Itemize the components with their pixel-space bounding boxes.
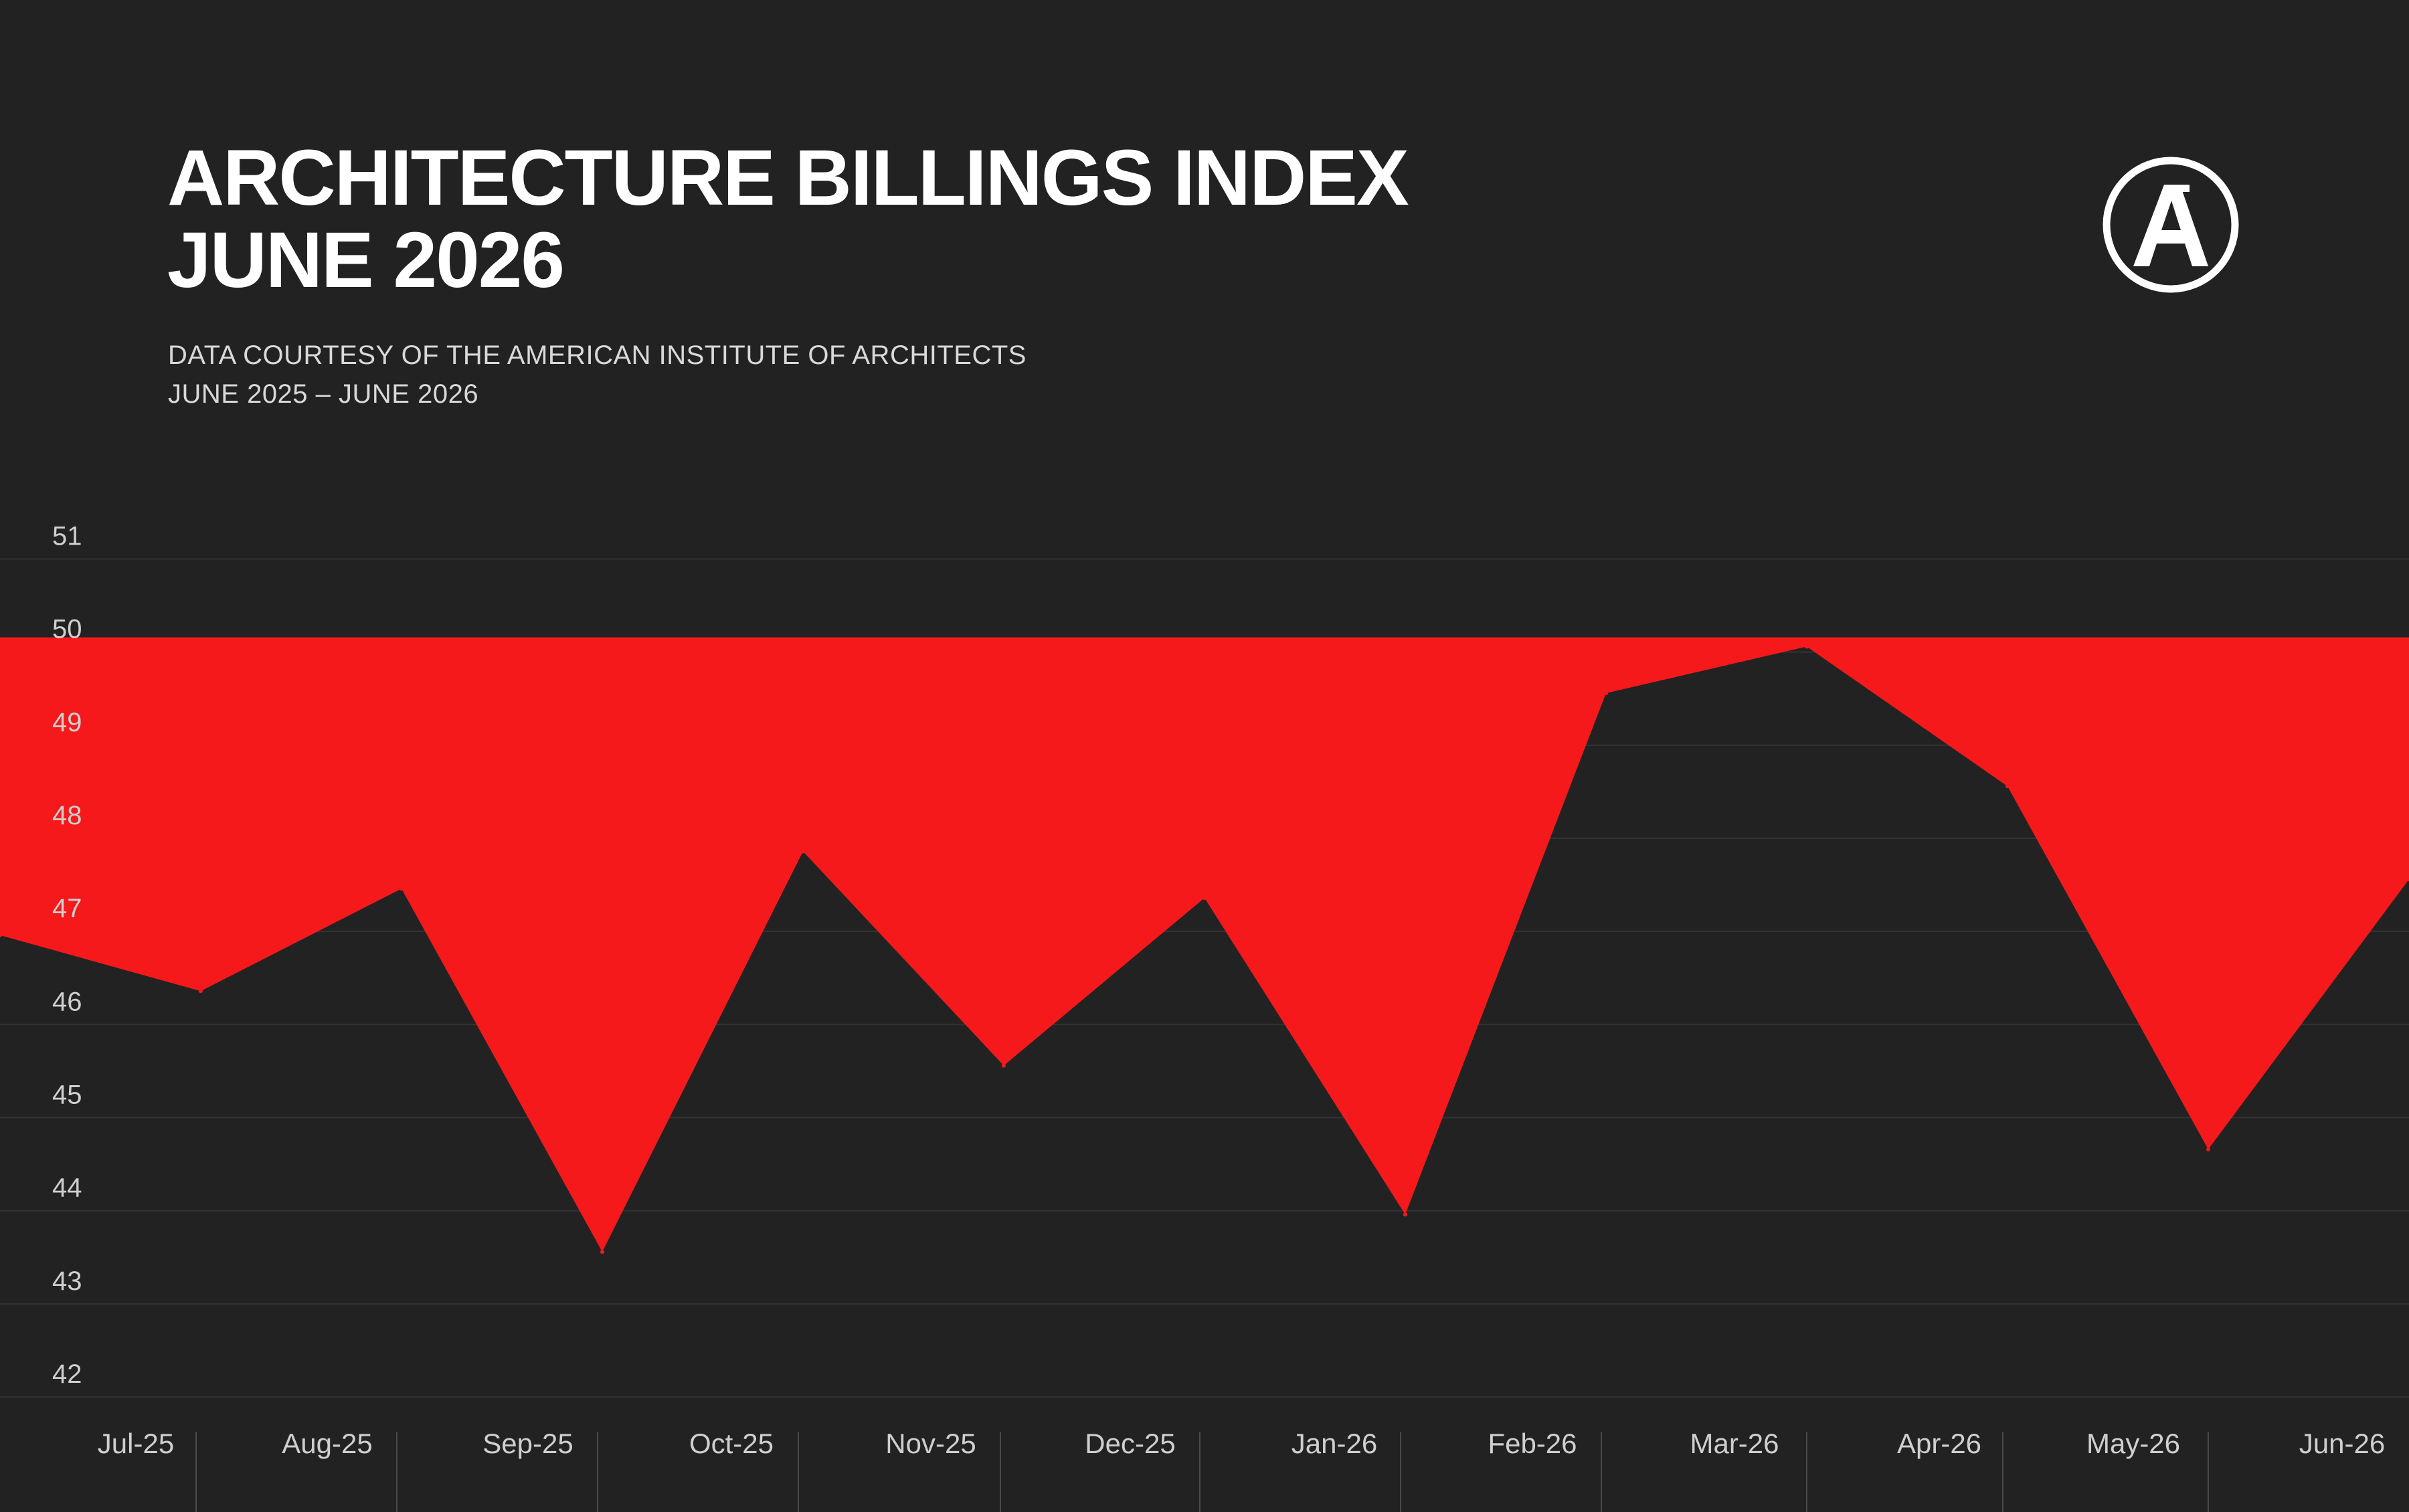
area-fill — [0, 637, 2409, 1254]
data-source-credit: DATA COURTESY OF THE AMERICAN INSTITUTE … — [168, 341, 1027, 370]
data-point-Mar-26 — [1805, 644, 1809, 649]
y-tick-label: 43 — [52, 1266, 82, 1296]
x-tick-label: Mar-26 — [1690, 1428, 1779, 1459]
x-tick-label: Nov-25 — [885, 1428, 976, 1459]
x-tick-label: Dec-25 — [1085, 1428, 1175, 1459]
chart-subtitle: DATA COURTESY OF THE AMERICAN INSTITUTE … — [168, 336, 1027, 413]
chart-title-line-2: JUNE 2026 — [167, 216, 565, 304]
x-tick-label: May-26 — [2086, 1428, 2180, 1459]
y-tick-label: 45 — [52, 1080, 82, 1110]
chart-title-line-1: ARCHITECTURE BILLINGS INDEX — [167, 134, 1409, 222]
data-point-Feb-26 — [1604, 691, 1608, 696]
x-tick-label: Aug-25 — [282, 1428, 372, 1459]
date-range: JUNE 2025 – JUNE 2026 — [168, 379, 479, 409]
data-point-Jun-25 — [0, 933, 2, 937]
x-tick-label: Sep-25 — [482, 1428, 573, 1459]
data-point-Jul-25 — [199, 989, 203, 994]
y-tick-label: 48 — [52, 801, 82, 830]
data-point-Dec-25 — [1202, 896, 1207, 901]
x-tick-label: Apr-26 — [1897, 1428, 1981, 1459]
x-tick-label: Jul-25 — [98, 1428, 174, 1459]
y-tick-label: 44 — [52, 1173, 82, 1203]
archdaily-a-logo-icon — [2103, 157, 2239, 293]
data-point-Aug-25 — [399, 886, 404, 891]
x-tick-label: Jan-26 — [1291, 1428, 1377, 1459]
data-point-Sep-25 — [600, 1250, 604, 1254]
data-point-May-26 — [2206, 1147, 2210, 1151]
y-tick-label: 50 — [52, 615, 82, 644]
x-axis-ticks: Jul-25 Aug-25 Sep-25 Oct-25 Nov-25 Dec-25 Jan-… — [98, 1428, 2385, 1512]
billings-index-area — [0, 637, 2409, 1252]
data-point-Oct-25 — [801, 849, 805, 854]
x-tick-label: Feb-26 — [1488, 1428, 1577, 1459]
data-point-Apr-26 — [2005, 784, 2010, 789]
data-point-Nov-25 — [1002, 1063, 1006, 1068]
y-tick-label: 51 — [52, 522, 82, 551]
y-tick-label: 42 — [52, 1359, 82, 1389]
data-point-Jun-26 — [2407, 877, 2409, 882]
y-axis-ticks: 51 50 49 48 47 46 45 44 43 42 — [52, 522, 82, 1390]
y-tick-label: 47 — [52, 894, 82, 923]
data-point-Jan-26 — [1403, 1212, 1407, 1217]
x-tick-label: Oct-25 — [689, 1428, 774, 1459]
y-tick-label: 46 — [52, 987, 82, 1016]
x-tick-label: Jun-26 — [2299, 1428, 2385, 1459]
y-tick-label: 49 — [52, 708, 82, 737]
chart-title: ARCHITECTURE BILLINGS INDEX JUNE 2026 — [167, 134, 1409, 304]
